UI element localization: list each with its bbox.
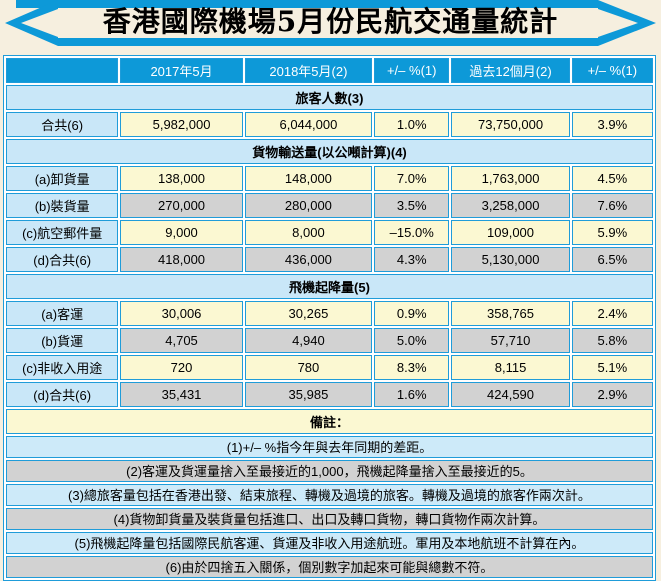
cell-value: 8.3%: [374, 355, 450, 380]
cell-value: 109,000: [451, 220, 570, 245]
table-row: (c)航空郵件量 9,000 8,000 –15.0% 109,000 5.9%: [6, 220, 653, 245]
cell-value: 3.9%: [571, 112, 653, 137]
table-header-row: 2017年5月 2018年5月(2) +/– %(1) 過去12個月(2) +/…: [6, 58, 653, 83]
note-item: (6)由於四捨五入關係，個別數字加起來可能與總數不符。: [6, 556, 653, 578]
cell-value: 3,258,000: [451, 193, 570, 218]
cell-value: 0.9%: [374, 301, 450, 326]
cell-value: 4.5%: [571, 166, 653, 191]
section-heading: 貨物輸送量(以公噸計算)(4): [6, 139, 653, 164]
cell-value: 720: [120, 355, 243, 380]
cell-value: –15.0%: [374, 220, 450, 245]
section-row-cargo: 貨物輸送量(以公噸計算)(4): [6, 139, 653, 164]
cell-value: 8,115: [451, 355, 570, 380]
row-label: (c)航空郵件量: [6, 220, 119, 245]
col-header-last-12-months: 過去12個月(2): [451, 58, 570, 83]
note-row: (1)+/– %指今年與去年同期的差距。: [6, 436, 653, 458]
cell-value: 436,000: [244, 247, 373, 272]
cell-value: 3.5%: [374, 193, 450, 218]
table-row: (c)非收入用途 720 780 8.3% 8,115 5.1%: [6, 355, 653, 380]
col-header-2017-may: 2017年5月: [120, 58, 243, 83]
section-row-passengers: 旅客人數(3): [6, 85, 653, 110]
cell-value: 4,705: [120, 328, 243, 353]
cell-value: 2.9%: [571, 382, 653, 407]
left-chevron-icon: [5, 0, 58, 46]
cell-value: 418,000: [120, 247, 243, 272]
cell-value: 6.5%: [571, 247, 653, 272]
col-header-2018-may: 2018年5月(2): [244, 58, 373, 83]
corner-cell: [6, 58, 119, 83]
note-row: (5)飛機起降量包括國際民航客運、貨運及非收入用途航班。軍用及本地航班不計算在內…: [6, 532, 653, 554]
table-row: (b)貨運 4,705 4,940 5.0% 57,710 5.8%: [6, 328, 653, 353]
note-item: (3)總旅客量包括在香港出發、結束旅程、轉機及過境的旅客。轉機及過境的旅客作兩次…: [6, 484, 653, 506]
table-row: 合共(6) 5,982,000 6,044,000 1.0% 73,750,00…: [6, 112, 653, 137]
cell-value: 6,044,000: [244, 112, 373, 137]
cell-value: 424,590: [451, 382, 570, 407]
cell-value: 358,765: [451, 301, 570, 326]
cell-value: 138,000: [120, 166, 243, 191]
cell-value: 1.0%: [374, 112, 450, 137]
section-heading: 旅客人數(3): [6, 85, 653, 110]
cell-value: 7.0%: [374, 166, 450, 191]
cell-value: 4.3%: [374, 247, 450, 272]
cell-value: 57,710: [451, 328, 570, 353]
cell-value: 5.9%: [571, 220, 653, 245]
banner-ribbon-graphic: [5, 0, 656, 46]
row-label: (d)合共(6): [6, 247, 119, 272]
notes-heading-row: 備註：: [6, 409, 653, 434]
cell-value: 73,750,000: [451, 112, 570, 137]
cell-value: 8,000: [244, 220, 373, 245]
cell-value: 35,985: [244, 382, 373, 407]
table-row: (a)卸貨量 138,000 148,000 7.0% 1,763,000 4.…: [6, 166, 653, 191]
cell-value: 280,000: [244, 193, 373, 218]
col-header-pct-change-month: +/– %(1): [374, 58, 450, 83]
cell-value: 30,006: [120, 301, 243, 326]
cell-value: 9,000: [120, 220, 243, 245]
cell-value: 30,265: [244, 301, 373, 326]
cell-value: 35,431: [120, 382, 243, 407]
cell-value: 780: [244, 355, 373, 380]
row-label: (c)非收入用途: [6, 355, 119, 380]
cell-value: 5,130,000: [451, 247, 570, 272]
cell-value: 5.0%: [374, 328, 450, 353]
row-label: (b)裝貨量: [6, 193, 119, 218]
row-label: (d)合共(6): [6, 382, 119, 407]
title-banner: 香港國際機場5月份民航交通量統計: [0, 0, 661, 47]
table-row: (d)合共(6) 35,431 35,985 1.6% 424,590 2.9%: [6, 382, 653, 407]
cell-value: 1,763,000: [451, 166, 570, 191]
note-row: (2)客運及貨運量捨入至最接近的1,000，飛機起降量捨入至最接近的5。: [6, 460, 653, 482]
cell-value: 2.4%: [571, 301, 653, 326]
cell-value: 148,000: [244, 166, 373, 191]
note-row: (3)總旅客量包括在香港出發、結束旅程、轉機及過境的旅客。轉機及過境的旅客作兩次…: [6, 484, 653, 506]
col-header-pct-change-year: +/– %(1): [571, 58, 653, 83]
note-item: (4)貨物卸貨量及裝貨量包括進口、出口及轉口貨物，轉口貨物作兩次計算。: [6, 508, 653, 530]
row-label: (a)客運: [6, 301, 119, 326]
page-title: 香港國際機場5月份民航交通量統計: [102, 5, 559, 38]
note-item: (2)客運及貨運量捨入至最接近的1,000，飛機起降量捨入至最接近的5。: [6, 460, 653, 482]
note-item: (1)+/– %指今年與去年同期的差距。: [6, 436, 653, 458]
row-label: (a)卸貨量: [6, 166, 119, 191]
right-chevron-icon: [598, 0, 656, 46]
row-label: 合共(6): [6, 112, 119, 137]
note-row: (6)由於四捨五入關係，個別數字加起來可能與總數不符。: [6, 556, 653, 578]
notes-heading: 備註：: [6, 409, 653, 434]
stats-table: 2017年5月 2018年5月(2) +/– %(1) 過去12個月(2) +/…: [3, 55, 656, 581]
cell-value: 5.1%: [571, 355, 653, 380]
table-row: (a)客運 30,006 30,265 0.9% 358,765 2.4%: [6, 301, 653, 326]
table-row: (b)裝貨量 270,000 280,000 3.5% 3,258,000 7.…: [6, 193, 653, 218]
note-row: (4)貨物卸貨量及裝貨量包括進口、出口及轉口貨物，轉口貨物作兩次計算。: [6, 508, 653, 530]
table-row: (d)合共(6) 418,000 436,000 4.3% 5,130,000 …: [6, 247, 653, 272]
note-item: (5)飛機起降量包括國際民航客運、貨運及非收入用途航班。軍用及本地航班不計算在內…: [6, 532, 653, 554]
cell-value: 270,000: [120, 193, 243, 218]
cell-value: 4,940: [244, 328, 373, 353]
cell-value: 5.8%: [571, 328, 653, 353]
section-heading: 飛機起降量(5): [6, 274, 653, 299]
cell-value: 1.6%: [374, 382, 450, 407]
row-label: (b)貨運: [6, 328, 119, 353]
cell-value: 5,982,000: [120, 112, 243, 137]
cell-value: 7.6%: [571, 193, 653, 218]
section-row-movements: 飛機起降量(5): [6, 274, 653, 299]
